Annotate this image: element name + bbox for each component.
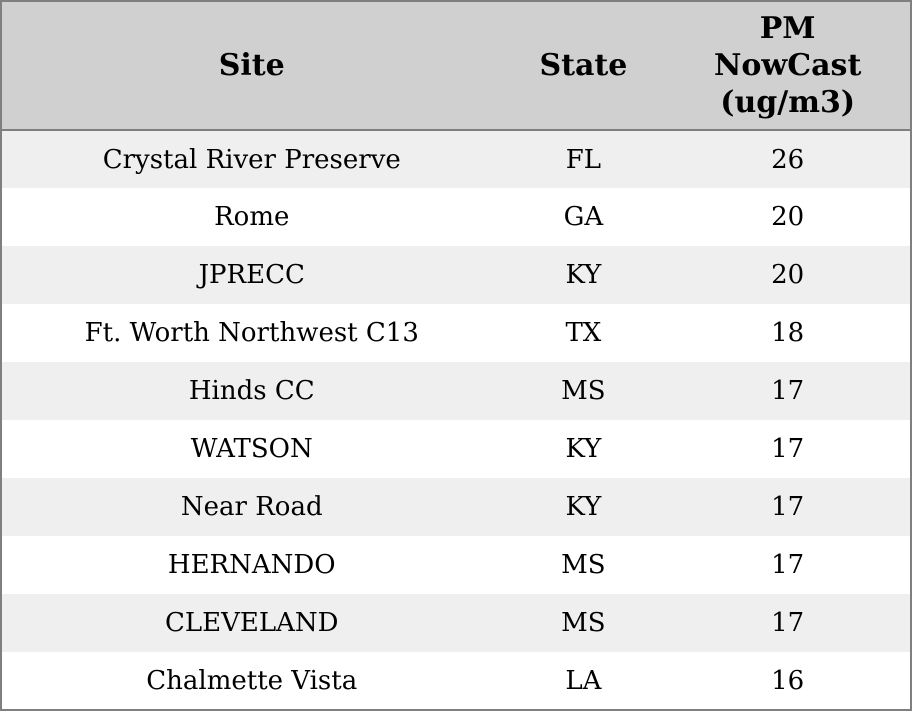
column-header-state: State xyxy=(501,1,666,131)
pm-cell: 18 xyxy=(771,318,805,348)
pm-cell: 17 xyxy=(771,608,805,638)
pm-cell: 20 xyxy=(771,202,805,232)
state-cell: MS xyxy=(561,550,606,580)
state-cell: TX xyxy=(565,318,602,348)
table-row: Near Road KY 17 xyxy=(1,478,911,536)
site-cell: Chalmette Vista xyxy=(146,665,358,696)
table-row: WATSON KY 17 xyxy=(1,420,911,478)
header-row: Site State PM NowCast (ug/m3) xyxy=(1,1,911,131)
table-row: HERNANDO MS 17 xyxy=(1,536,911,594)
table-row: CLEVELAND MS 17 xyxy=(1,594,911,652)
site-cell: HERNANDO xyxy=(167,550,336,580)
site-cell: Crystal River Preserve xyxy=(102,144,401,175)
table-row: Crystal River Preserve FL 26 xyxy=(1,130,911,188)
table-row: Ft. Worth Northwest C13 TX 18 xyxy=(1,304,911,362)
state-cell: KY xyxy=(565,260,602,290)
state-cell: KY xyxy=(565,434,602,464)
table-row: Rome GA 20 xyxy=(1,188,911,246)
site-cell: Ft. Worth Northwest C13 xyxy=(84,318,419,348)
table-body: Crystal River Preserve FL 26 Rome GA 20 JPRECC… xyxy=(1,130,911,710)
pm-cell: 17 xyxy=(771,434,805,464)
pm-cell: 20 xyxy=(771,260,805,290)
site-cell: JPRECC xyxy=(198,260,305,290)
pm-cell: 17 xyxy=(771,376,805,406)
table-row: Hinds CC MS 17 xyxy=(1,362,911,420)
pm-cell: 17 xyxy=(771,492,805,522)
state-cell: FL xyxy=(565,144,602,175)
site-cell: Hinds CC xyxy=(188,376,315,406)
table-header: Site State PM NowCast (ug/m3) xyxy=(1,1,911,131)
site-cell: CLEVELAND xyxy=(164,608,339,638)
state-cell: GA xyxy=(563,202,604,232)
state-cell: MS xyxy=(561,376,606,406)
pm-cell: 16 xyxy=(771,665,805,696)
column-header-site: Site xyxy=(1,1,502,131)
state-cell: KY xyxy=(565,492,602,522)
pm-cell: 26 xyxy=(771,144,805,175)
column-header-pm-nowcast: PM NowCast (ug/m3) xyxy=(665,1,911,131)
site-cell: Near Road xyxy=(180,492,323,522)
state-cell: MS xyxy=(561,608,606,638)
pm-cell: 17 xyxy=(771,550,805,580)
table-row: JPRECC KY 20 xyxy=(1,246,911,304)
site-cell: WATSON xyxy=(190,434,313,464)
table-row: Chalmette Vista LA 16 xyxy=(1,652,911,710)
state-cell: LA xyxy=(565,665,602,696)
site-cell: Rome xyxy=(214,202,290,232)
